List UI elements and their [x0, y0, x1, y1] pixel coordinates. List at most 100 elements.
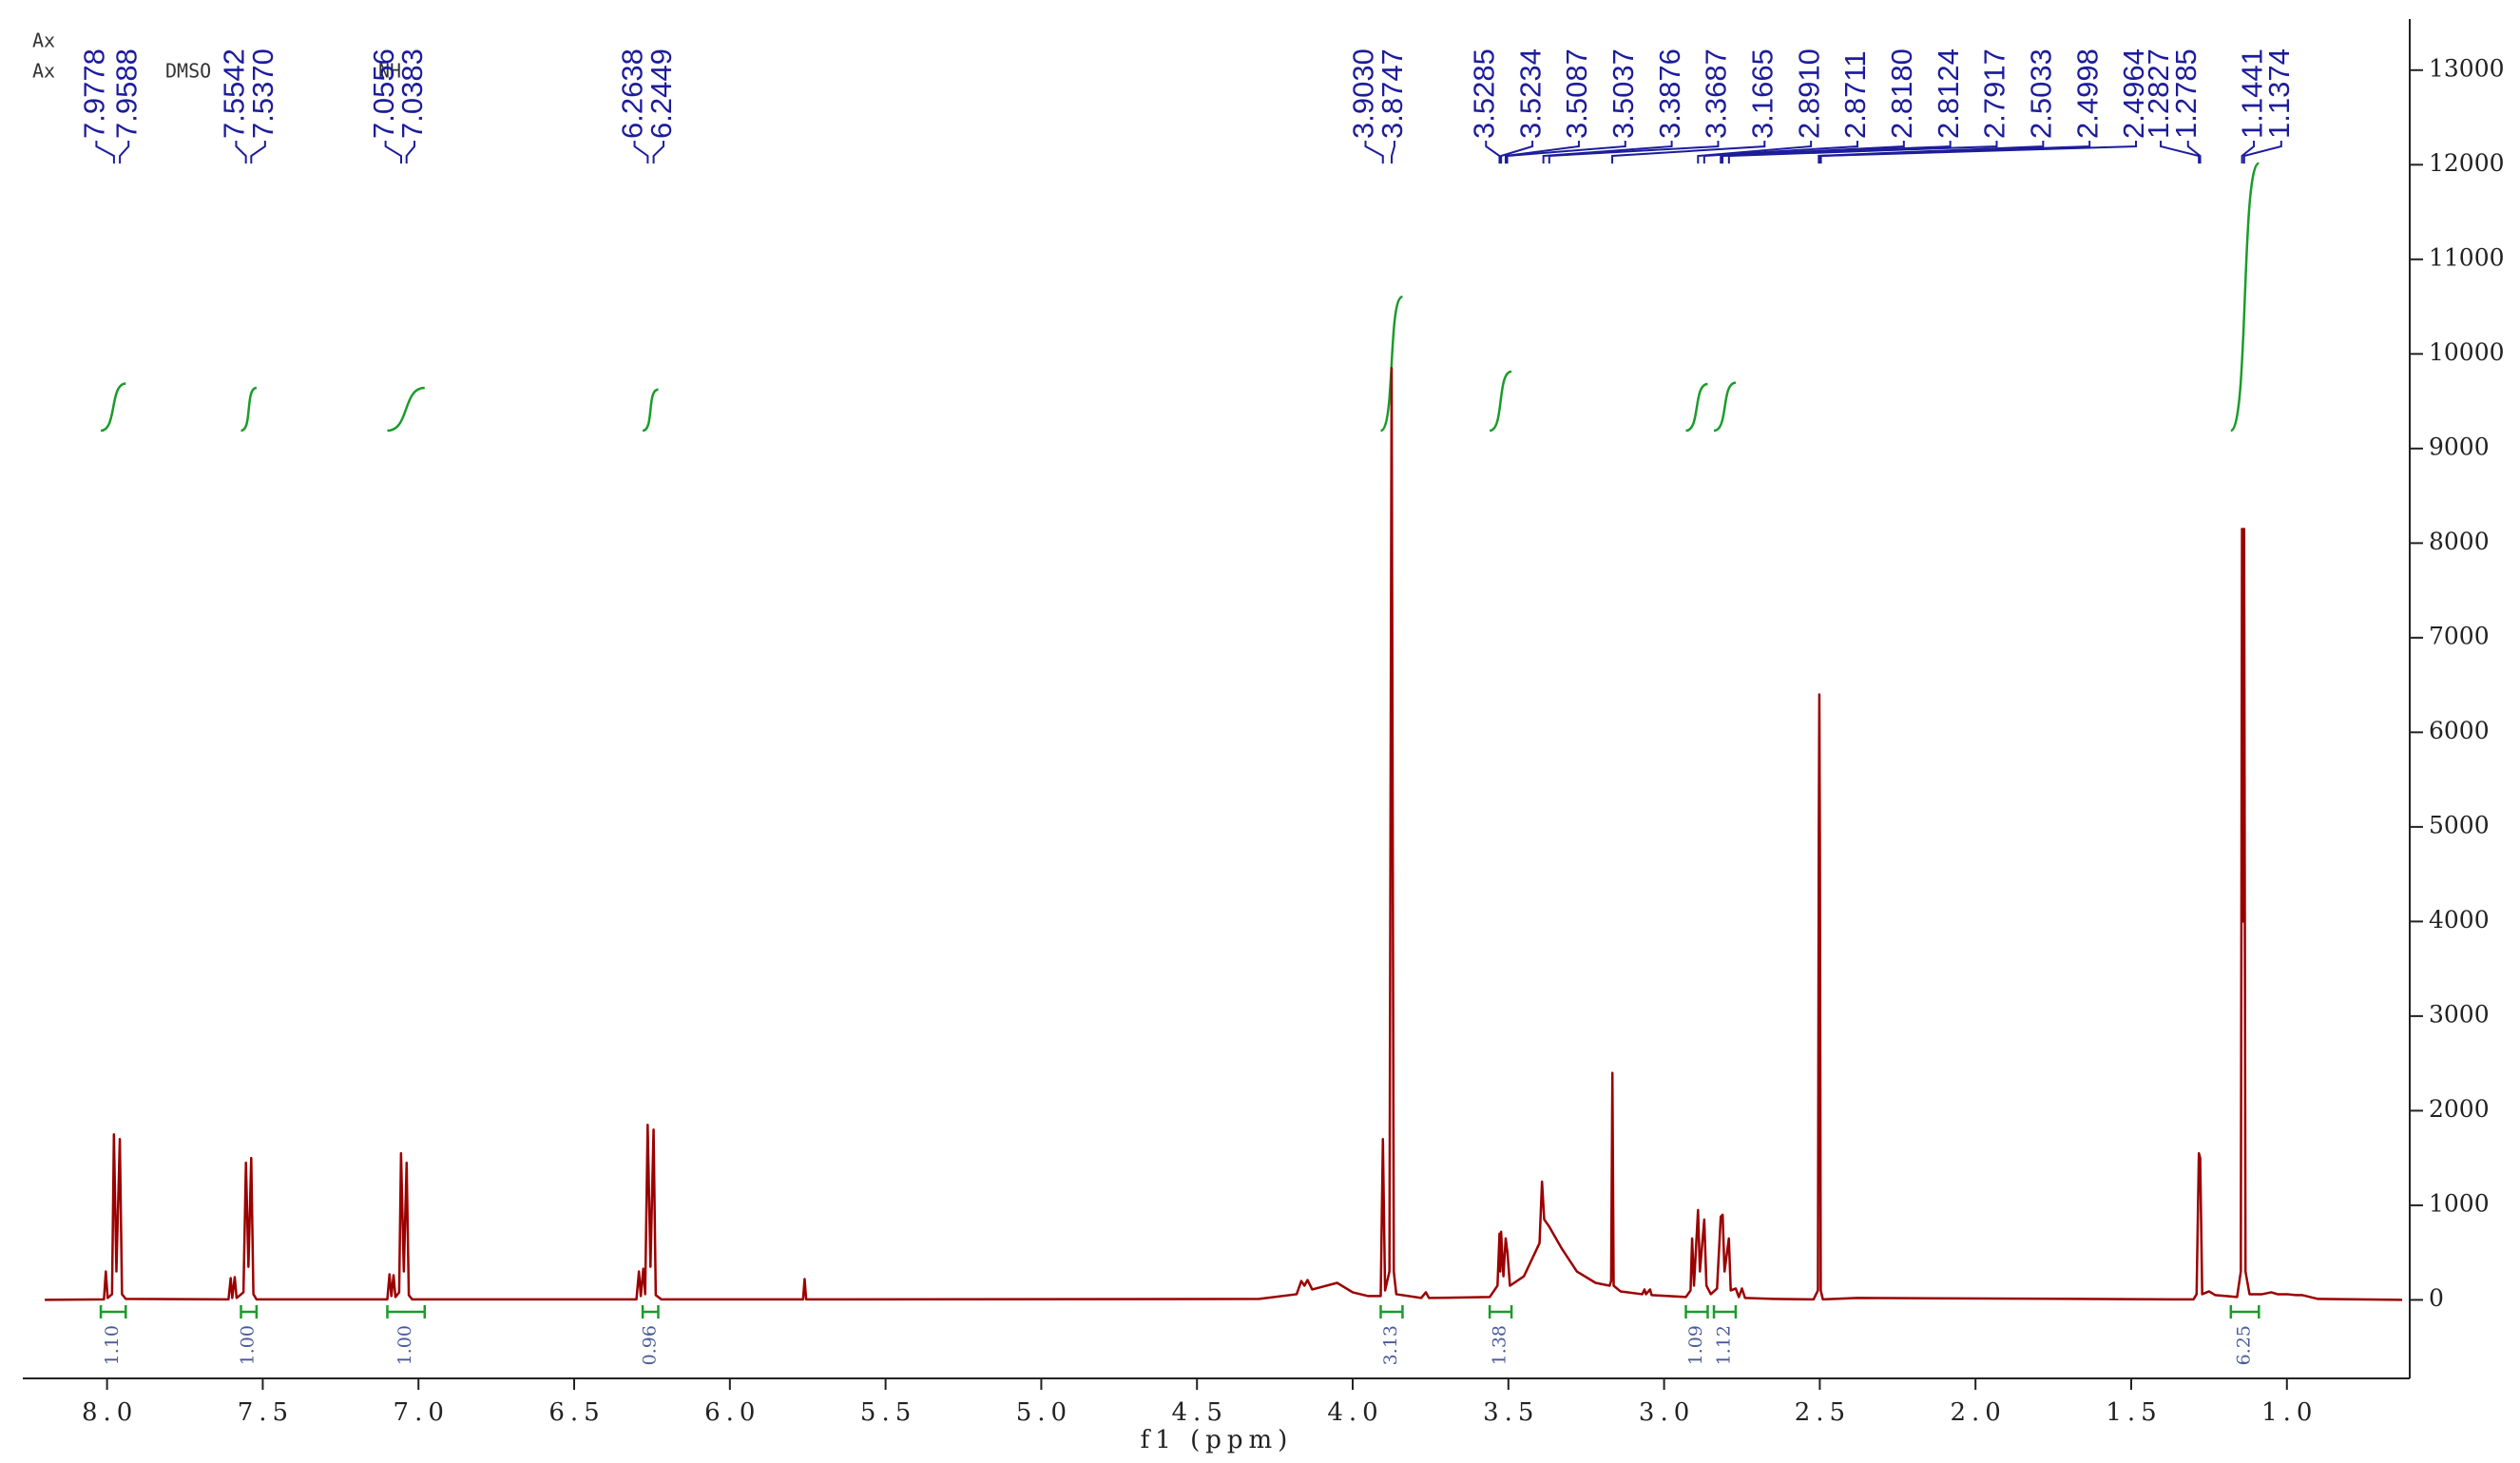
x-tick-label: 1.0	[2261, 1398, 2318, 1427]
integral-label: 1.09	[1685, 1325, 1706, 1365]
integral-curve	[1685, 382, 1708, 433]
peak-label: 2.5033	[2025, 48, 2058, 139]
x-tick-label: 3.0	[1639, 1398, 1695, 1427]
annotation: Ax	[32, 29, 55, 52]
peak-connector	[2242, 141, 2282, 164]
y-tick-label: 4000	[2429, 906, 2490, 934]
peak-connector	[250, 141, 266, 164]
integral-curve	[100, 382, 126, 433]
x-tick-label: 3.5	[1483, 1398, 1539, 1427]
peak-label: 7.0556	[367, 48, 400, 139]
peak-connector	[1548, 141, 1720, 164]
peak-label: 3.1665	[1745, 48, 1779, 139]
peak-label: 3.8747	[1375, 48, 1409, 139]
y-tick-label: 9000	[2429, 433, 2490, 460]
peak-label: 6.2449	[644, 48, 678, 139]
y-tick-label: 7000	[2429, 622, 2490, 649]
peak-label: 7.5542	[218, 48, 251, 139]
peak-connector	[2160, 141, 2201, 164]
y-tick-label: 1000	[2429, 1189, 2490, 1217]
peak-label: 2.8180	[1885, 48, 1918, 139]
peak-label: 7.9588	[109, 48, 143, 139]
peak-connector	[1819, 141, 2138, 164]
x-tick-label: 4.0	[1327, 1398, 1383, 1427]
integral-curve	[2229, 162, 2260, 433]
x-tick-label: 6.5	[548, 1398, 605, 1427]
integral-bracket	[1684, 1305, 1709, 1319]
peak-connector	[2241, 141, 2256, 164]
integral-curve	[1713, 381, 1737, 433]
y-tick-label: 11000	[2429, 243, 2505, 271]
peak-connector	[1611, 141, 1766, 164]
peak-label: 2.8711	[1838, 50, 1872, 139]
peak-label: 3.3876	[1653, 48, 1686, 139]
annotation: DMSO	[165, 60, 211, 83]
peak-connector	[1504, 141, 1580, 164]
peak-label: 7.9778	[78, 48, 111, 139]
peak-label: 3.9030	[1347, 48, 1380, 139]
integral-label: 1.00	[238, 1325, 259, 1365]
peak-connector	[1702, 141, 1858, 164]
integral-label: 0.96	[639, 1325, 660, 1365]
integral-bracket	[1379, 1305, 1404, 1319]
integral-bracket	[99, 1305, 127, 1319]
y-tick-label: 5000	[2429, 811, 2490, 838]
peak-label: 2.8910	[1792, 48, 1825, 139]
integral-bracket	[1712, 1305, 1738, 1319]
peak-label: 2.4998	[2070, 48, 2104, 139]
x-tick-label: 2.0	[1951, 1398, 2007, 1427]
integral-curve	[1379, 295, 1404, 433]
peak-label: 3.3687	[1700, 48, 1733, 139]
peak-label: 3.5234	[1513, 48, 1547, 139]
peak-connector	[95, 141, 115, 164]
spectrum	[45, 366, 2403, 1301]
integral-bracket	[641, 1305, 660, 1319]
peak-label: 2.7917	[1978, 48, 2011, 139]
integral-curve	[387, 386, 425, 433]
peak-label: 1.1374	[2262, 48, 2296, 139]
y-tick-label: 0	[2429, 1284, 2444, 1312]
x-axis-label: f1 (ppm)	[1141, 1426, 1294, 1454]
peak-connector	[633, 141, 649, 164]
y-tick-label: 6000	[2429, 717, 2490, 744]
integral-label: 1.10	[102, 1325, 123, 1365]
y-tick-label: 3000	[2429, 1000, 2490, 1028]
x-tick-label: 7.0	[394, 1398, 450, 1427]
y-tick-label: 2000	[2429, 1095, 2490, 1123]
integral-label: 1.00	[394, 1325, 415, 1365]
peak-label: 6.2638	[616, 48, 649, 139]
y-tick-label: 8000	[2429, 528, 2490, 555]
peak-connector	[119, 141, 130, 164]
peak-label: 3.5285	[1467, 48, 1500, 139]
annotation: NH	[378, 60, 401, 83]
y-tick-label: 10000	[2429, 338, 2505, 366]
peak-connector	[405, 141, 416, 164]
x-tick-label: 5.5	[860, 1398, 916, 1427]
peak-connector	[1720, 141, 1905, 164]
peak-label: 7.0383	[395, 48, 429, 139]
y-tick-label: 13000	[2429, 54, 2505, 82]
peak-label: 1.1441	[2235, 48, 2268, 139]
peak-connector	[1391, 141, 1395, 164]
peak-label: 1.2785	[2169, 48, 2203, 139]
peak-connector	[1500, 141, 1534, 164]
peak-connector	[1542, 141, 1673, 164]
integral-bracket	[240, 1305, 259, 1319]
integral-curve	[1489, 370, 1512, 433]
annotation: Ax	[32, 60, 55, 83]
peak-connector	[652, 141, 664, 164]
x-tick-label: 1.5	[2106, 1398, 2162, 1427]
peak-label: 7.5370	[246, 48, 279, 139]
peak-connector	[1506, 141, 1626, 164]
x-tick-label: 6.0	[704, 1398, 760, 1427]
integral-bracket	[2229, 1305, 2260, 1319]
peak-connector	[384, 141, 403, 164]
peak-connector	[2186, 141, 2202, 164]
integral-curve	[642, 388, 659, 433]
peak-connector	[235, 141, 247, 164]
peak-connector	[1727, 141, 1998, 164]
integral-bracket	[386, 1305, 427, 1319]
x-tick-label: 4.5	[1172, 1398, 1228, 1427]
peak-label: 2.8124	[1932, 48, 1965, 139]
